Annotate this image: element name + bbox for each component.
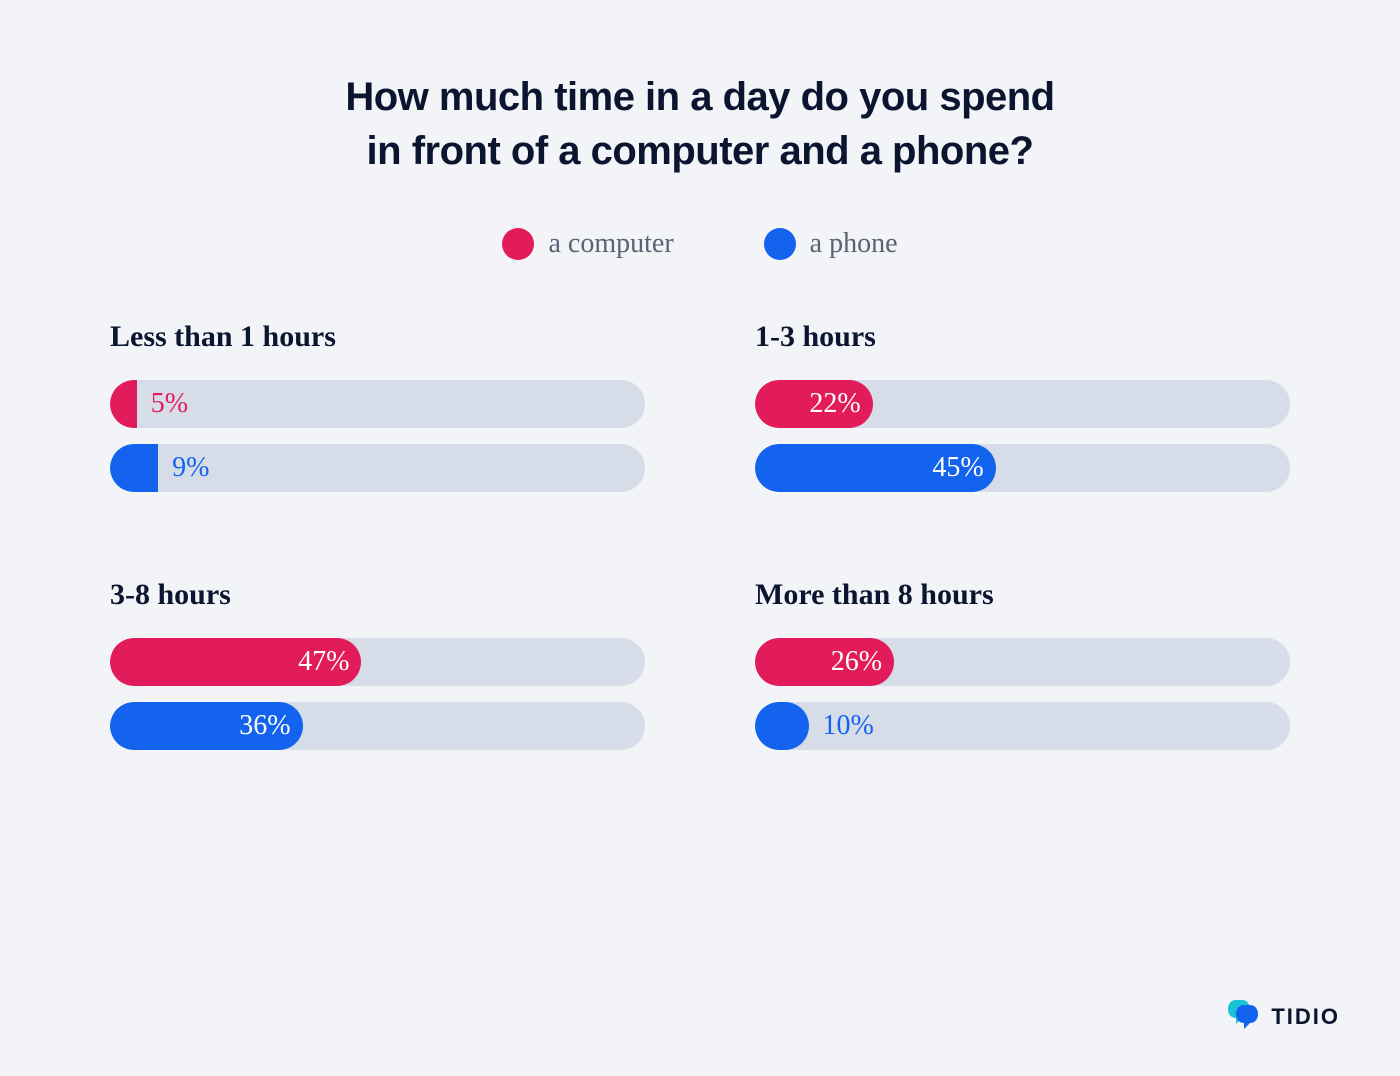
bar-group: 3-8 hours 47%36% [110, 578, 645, 766]
bar-group: 1-3 hours 22% 45% [755, 320, 1290, 508]
bar-value: 36% [239, 710, 290, 742]
bar-track [110, 638, 645, 686]
bar-value: 22% [809, 388, 860, 420]
bar-track [755, 444, 1290, 492]
brand-logo-text: TIDIO [1271, 1004, 1340, 1030]
bar-value: 9% [172, 452, 209, 484]
bar-group-title: 3-8 hours [110, 578, 645, 612]
chart-canvas: How much time in a day do you spend in f… [0, 0, 1400, 1076]
bar-group: Less than 1 hours 5% 9% [110, 320, 645, 508]
bar-row: 5% [110, 380, 645, 428]
chart-grid: Less than 1 hours 5% 9% 1-3 hours 22% 45% 3-8 … [100, 320, 1300, 766]
brand-logo: TIDIO [1227, 997, 1340, 1036]
bar-value: 26% [831, 646, 882, 678]
tidio-icon [1227, 997, 1261, 1036]
bar-row: 45% [755, 444, 1290, 492]
bar-value: 10% [823, 710, 874, 742]
legend-item-computer: a computer [502, 228, 673, 260]
bar-row: 26% [755, 638, 1290, 686]
bar-value: 47% [298, 646, 349, 678]
chart-title: How much time in a day do you spend in f… [100, 70, 1300, 178]
bar-row: 10% [755, 702, 1290, 750]
legend-swatch-phone [764, 228, 796, 260]
chart-title-line1: How much time in a day do you spend [345, 75, 1054, 119]
bar-row: 47% [110, 638, 645, 686]
bar-track [110, 380, 645, 428]
bar-row: 36% [110, 702, 645, 750]
bar-row: 9% [110, 444, 645, 492]
bar-group-title: 1-3 hours [755, 320, 1290, 354]
legend-item-phone: a phone [764, 228, 898, 260]
legend: a computer a phone [100, 228, 1300, 260]
chart-title-line2: in front of a computer and a phone? [367, 129, 1034, 173]
bar-row: 22% [755, 380, 1290, 428]
legend-swatch-computer [502, 228, 534, 260]
legend-label-computer: a computer [548, 228, 673, 260]
bar-group-title: Less than 1 hours [110, 320, 645, 354]
bar-fill [110, 444, 158, 492]
bar-fill [755, 702, 809, 750]
bar-value: 45% [932, 452, 983, 484]
bar-group: More than 8 hours 26% 10% [755, 578, 1290, 766]
bar-value: 5% [151, 388, 188, 420]
bar-group-title: More than 8 hours [755, 578, 1290, 612]
legend-label-phone: a phone [810, 228, 898, 260]
bar-track [110, 702, 645, 750]
bar-fill [110, 380, 137, 428]
